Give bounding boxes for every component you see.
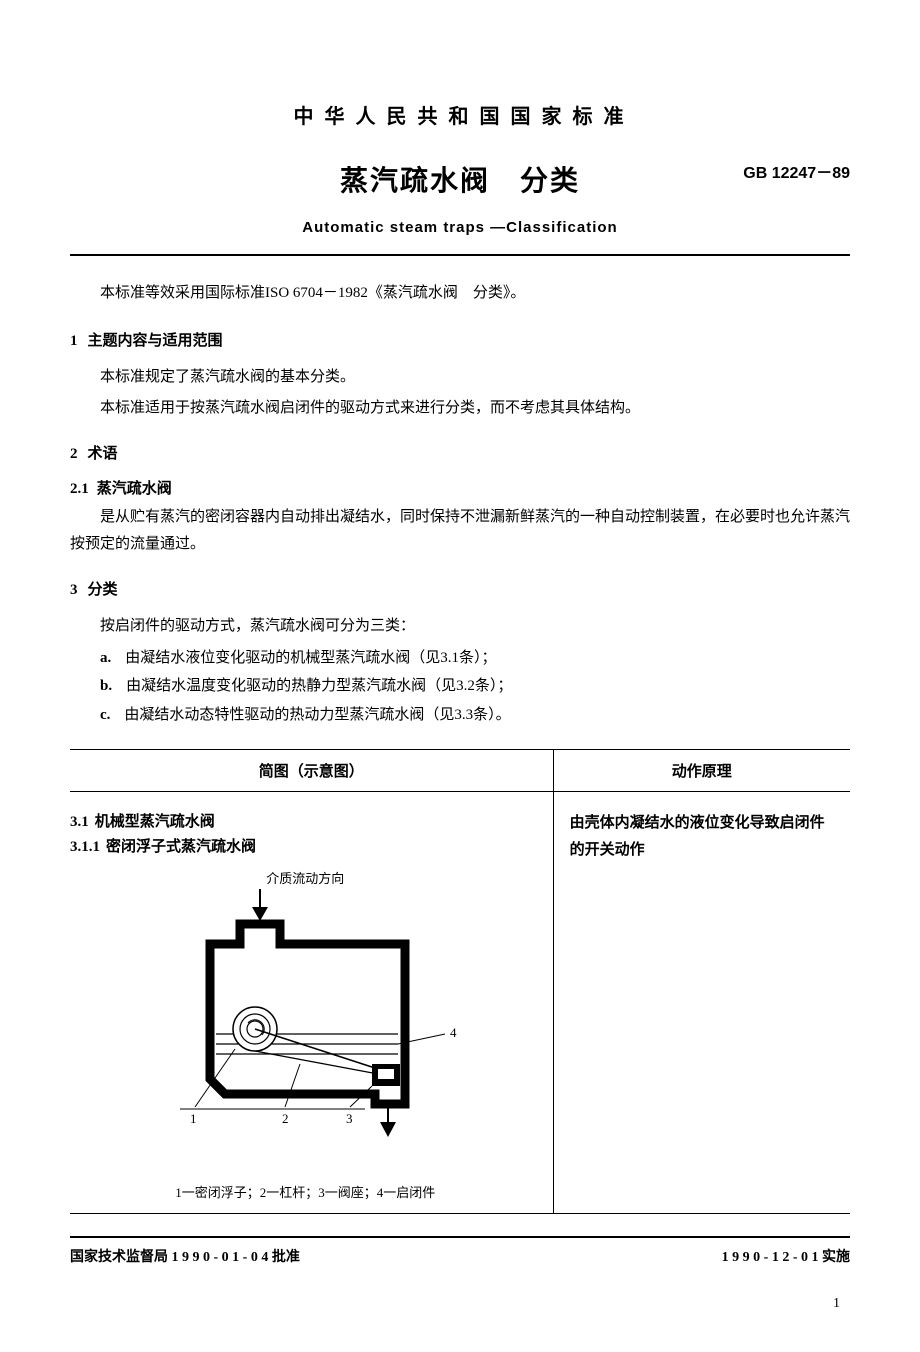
table-header-right: 动作原理 (554, 750, 850, 791)
callout-1: 1 (190, 1111, 197, 1126)
footer-implementation: 1 9 9 0 - 1 2 - 0 1 实施 (722, 1246, 850, 1266)
title-cn: 蒸汽疏水阀 分类 (70, 159, 850, 199)
section-2-1-title: 蒸汽疏水阀 (97, 481, 172, 497)
list-label-a: a. (100, 650, 111, 666)
section-3-1-num: 3.1 (70, 814, 89, 830)
diagram-container: 介质流动方向 (70, 868, 541, 1201)
section-3: 3 分类 按启闭件的驱动方式，蒸汽疏水阀可分为三类： a. 由凝结水液位变化驱动的机… (70, 578, 850, 730)
steam-trap-diagram: 1 2 3 4 (140, 889, 470, 1159)
section-3-heading: 3 分类 (70, 578, 850, 599)
issuing-org: 中 华 人 民 共 和 国 国 家 标 准 (70, 100, 850, 129)
table-header-row: 简图（示意图） 动作原理 (70, 749, 850, 792)
table-header-left: 简图（示意图） (70, 750, 554, 791)
list-item-b: b. 由凝结水温度变化驱动的热静力型蒸汽疏水阀（见3.2条）； (70, 672, 850, 701)
list-text-a: 由凝结水液位变化驱动的机械型蒸汽疏水阀（见3.1条）； (125, 650, 496, 666)
list-label-c: c. (100, 707, 110, 723)
section-2-1-text: 是从贮有蒸汽的密闭容器内自动排出凝结水，同时保持不泄漏新鲜蒸汽的一种自动控制装置… (70, 504, 850, 558)
section-1-heading: 1 主题内容与适用范围 (70, 329, 850, 350)
section-2-1-heading: 2.1 蒸汽疏水阀 (70, 477, 850, 498)
intro-paragraph: 本标准等效采用国际标准ISO 6704－1982《蒸汽疏水阀 分类》。 (70, 281, 850, 307)
section-2-heading: 2 术语 (70, 442, 850, 463)
section-3-1-title: 机械型蒸汽疏水阀 (95, 814, 215, 830)
section-1-p2: 本标准适用于按蒸汽疏水阀启闭件的驱动方式来进行分类，而不考虑其具体结构。 (70, 395, 850, 422)
section-3-1-1-title: 密闭浮子式蒸汽疏水阀 (106, 839, 256, 855)
divider-top (70, 254, 850, 256)
section-2-num: 2 (70, 446, 78, 462)
title-row: 蒸汽疏水阀 分类 GB 12247－89 (70, 159, 850, 199)
table-cell-diagram: 3.1 机械型蒸汽疏水阀 3.1.1 密闭浮子式蒸汽疏水阀 介质流动方向 (70, 792, 554, 1213)
list-item-c: c. 由凝结水动态特性驱动的热动力型蒸汽疏水阀（见3.3条）。 (70, 701, 850, 730)
section-1-p1: 本标准规定了蒸汽疏水阀的基本分类。 (70, 364, 850, 391)
list-text-c: 由凝结水动态特性驱动的热动力型蒸汽疏水阀（见3.3条）。 (124, 707, 510, 723)
callout-4: 4 (450, 1025, 457, 1040)
title-en: Automatic steam traps —Classification (70, 219, 850, 236)
table-row: 3.1 机械型蒸汽疏水阀 3.1.1 密闭浮子式蒸汽疏水阀 介质流动方向 (70, 792, 850, 1214)
flow-direction-label: 介质流动方向 (70, 868, 541, 887)
section-1-title: 主题内容与适用范围 (88, 333, 223, 349)
section-3-1-1-num: 3.1.1 (70, 839, 100, 855)
section-1: 1 主题内容与适用范围 本标准规定了蒸汽疏水阀的基本分类。 本标准适用于按蒸汽疏水… (70, 329, 850, 422)
diagram-legend: 1一密闭浮子；2一杠杆；3一阀座；4一启闭件 (70, 1182, 541, 1201)
classification-table: 简图（示意图） 动作原理 3.1 机械型蒸汽疏水阀 3.1.1 密闭浮子式蒸汽疏水阀… (70, 749, 850, 1214)
section-2-1-num: 2.1 (70, 481, 89, 497)
section-3-num: 3 (70, 582, 78, 598)
table-cell-principle: 由壳体内凝结水的液位变化导致启闭件的开关动作 (554, 792, 850, 1213)
section-3-1-heading: 3.1 机械型蒸汽疏水阀 (70, 810, 541, 831)
list-item-a: a. 由凝结水液位变化驱动的机械型蒸汽疏水阀（见3.1条）； (70, 644, 850, 673)
section-3-intro: 按启闭件的驱动方式，蒸汽疏水阀可分为三类： (70, 613, 850, 640)
section-2-title: 术语 (88, 446, 118, 462)
list-label-b: b. (100, 678, 112, 694)
section-3-title: 分类 (88, 582, 118, 598)
list-text-b: 由凝结水温度变化驱动的热静力型蒸汽疏水阀（见3.2条）； (126, 678, 512, 694)
footer-approval: 国家技术监督局 1 9 9 0 - 0 1 - 0 4 批准 (70, 1246, 300, 1266)
standard-code: GB 12247－89 (743, 159, 850, 183)
callout-3: 3 (346, 1111, 353, 1126)
section-1-num: 1 (70, 333, 78, 349)
section-2: 2 术语 2.1 蒸汽疏水阀 是从贮有蒸汽的密闭容器内自动排出凝结水，同时保持不泄漏… (70, 442, 850, 558)
section-3-1-1-heading: 3.1.1 密闭浮子式蒸汽疏水阀 (70, 835, 541, 856)
callout-2: 2 (282, 1111, 289, 1126)
page-number: 1 (70, 1296, 850, 1312)
page-footer: 国家技术监督局 1 9 9 0 - 0 1 - 0 4 批准 1 9 9 0 -… (70, 1236, 850, 1266)
